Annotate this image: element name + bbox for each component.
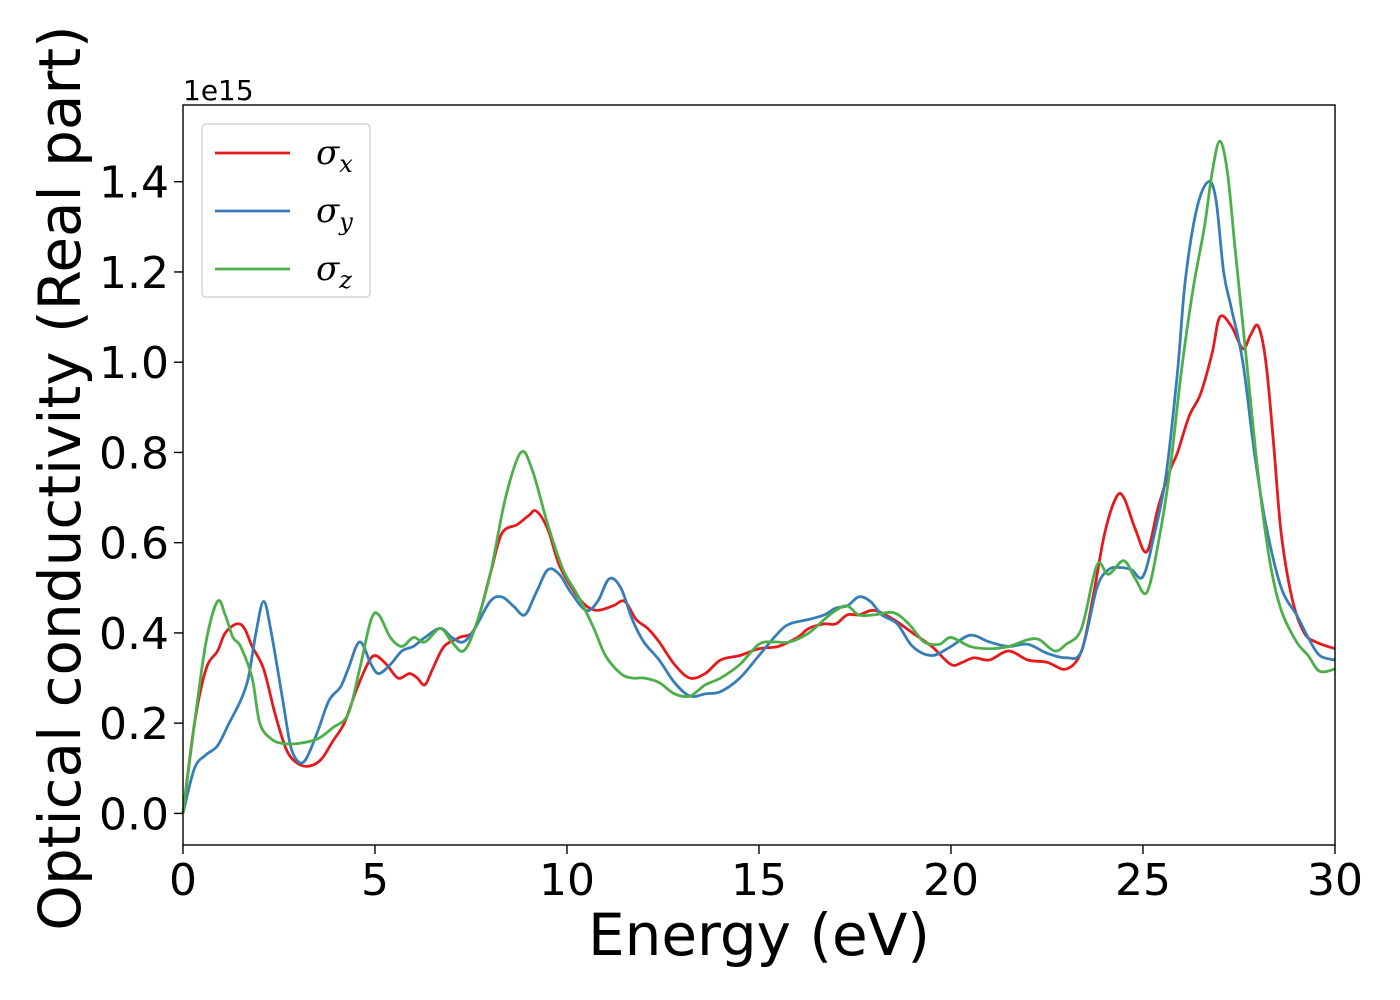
legend-label-symbol: σ [316,133,340,173]
x-tick-label: 30 [1307,855,1363,906]
series-line-sigma-z [181,139,1336,814]
legend-label-symbol: σ [316,191,340,231]
legend-label-sigma-y: σy [316,191,353,236]
x-tick-label: 20 [923,855,979,906]
x-tick-label: 10 [539,855,595,906]
y-axis-ticks: 0.0 0.2 0.4 0.6 0.8 1.0 1.2 1.4 [99,158,183,840]
legend-label-sigma-z: σz [316,249,352,294]
y-tick-label: 1.2 [99,248,169,299]
x-axis-ticks: 0 5 10 15 20 25 30 [169,845,1363,906]
legend-label-symbol: σ [316,249,340,289]
y-offset-label: 1e15 [183,74,254,107]
y-tick-label: 1.0 [99,338,169,389]
x-tick-label: 15 [731,855,787,906]
y-tick-label: 0.6 [99,519,169,570]
x-tick-label: 5 [361,855,389,906]
y-tick-label: 1.4 [99,158,169,209]
y-tick-label: 0.4 [99,609,169,660]
series-lines [181,139,1336,814]
y-axis-label: Optical conductivity (Real part) [26,25,94,930]
y-tick-label: 0.0 [99,789,169,840]
x-axis-label: Energy (eV) [588,901,930,969]
series-line-sigma-y [181,180,1336,814]
x-tick-label: 0 [169,855,197,906]
legend-label-subscript: z [338,266,352,294]
y-tick-label: 0.2 [99,699,169,750]
legend-label-sigma-x: σx [316,133,353,178]
x-tick-label: 25 [1115,855,1171,906]
legend-label-subscript: x [339,150,353,178]
legend-label-subscript: y [338,208,353,236]
y-tick-label: 0.8 [99,428,169,479]
